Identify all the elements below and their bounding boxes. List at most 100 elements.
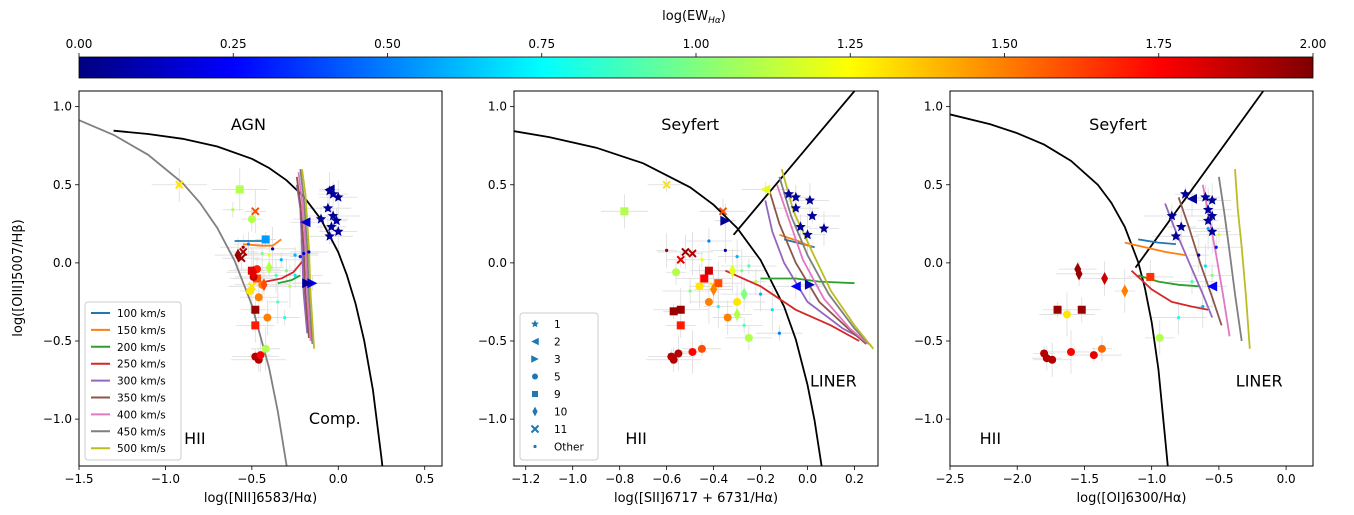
data-point [674,349,683,358]
x-tick-label: 0.2 [845,472,864,486]
data-point [777,331,781,335]
shock-model-line [1164,203,1214,318]
data-point [1075,267,1083,281]
data-point [720,215,731,226]
plot-frame [949,90,1314,467]
colorbar-tick-label: 2.00 [1300,37,1327,51]
x-tick-label: 0.0 [1277,472,1296,486]
legend-marker-types: 1 2 3 5 9 10 11 Other [519,312,599,461]
data-point [1166,210,1178,221]
data-point [1077,305,1086,314]
boundary-line [113,129,384,466]
data-point [260,251,264,256]
data-point [697,344,706,353]
data-point [733,297,742,306]
data-point [283,315,287,320]
panel-nii-bpt: −1.5 −1.0 −0.5 0.0 0.5 −1.0 −0.5 0.0 0.5 1.0 log([… [43,90,443,506]
data-point [669,355,678,364]
data-point [1048,355,1057,364]
data-point [271,247,275,251]
data-point [672,268,681,277]
data-point [620,207,629,216]
legend-line-label: 300 km/s [117,376,166,388]
colorbar: log(EWHα) 0.00 0.25 0.50 0.75 1.00 1.25 1.50 1.… [66,9,1327,79]
data-point [1202,204,1214,215]
x-tick-label: −1.5 [1070,472,1099,486]
y-tick-label: −0.5 [478,334,507,348]
shock-model-line [764,200,867,342]
x-tick-label: −0.5 [1204,472,1233,486]
y-tick-label: −0.5 [914,334,943,348]
shock-model-line [301,168,315,349]
shock-model-line [780,168,875,350]
data-point [760,184,771,195]
data-point [704,266,713,275]
data-point [315,213,327,224]
data-point [302,278,313,289]
plot-frame [513,90,879,467]
data-point [1155,333,1164,342]
data-point [1206,226,1210,231]
data-point [1121,284,1129,298]
x-axis-label: log([SII]6717 + 6731/Hα) [614,491,778,506]
colorbar-gradient [78,56,1314,79]
plot-area [79,119,384,466]
data-point [235,185,244,194]
colorbar-tick-label: 0.25 [220,37,247,51]
legend-marker-label: 1 [554,319,561,331]
legend-line-label: 150 km/s [117,325,166,337]
data-point [1101,272,1109,285]
data-point [246,287,255,295]
shock-model-line [265,259,305,283]
colorbar-tick-label: 0.75 [528,37,555,51]
data-point [324,184,335,195]
data-point [700,274,709,283]
data-point [267,253,271,257]
data-point [804,279,815,290]
legend-shock-velocities: 100 km/s 150 km/s 200 km/s 250 km/s 300 km/s… [84,301,182,461]
data-point [251,207,260,216]
x-tick-label: −0.6 [652,472,681,486]
y-tick-label: −1.0 [914,412,943,426]
data-point [324,230,335,241]
data-point [1089,351,1098,360]
colorbar-label: log(EWHα) [662,9,726,26]
y-tick-label: 0.0 [924,256,943,270]
data-point [293,253,297,257]
shock-model-line [778,176,872,347]
colorbar-tick-label: 1.50 [991,37,1018,51]
data-point [676,255,685,264]
legend-marker-swatch [530,424,540,434]
shock-model-line [299,168,314,345]
x-tick-label: −0.8 [605,472,634,486]
data-point [733,307,741,321]
x-tick-label: −1.0 [151,472,180,486]
region-label: Seyfert [1089,115,1147,134]
y-tick-label: −0.5 [43,334,72,348]
data-point [758,292,763,296]
shock-model-line [776,184,870,345]
data-point [723,248,727,252]
data-point [261,344,270,353]
data-point [1206,194,1218,205]
x-tick-label: 0.5 [415,472,434,486]
colorbar-tick-label: 0.00 [66,37,93,51]
colorbar-tick-label: 1.00 [683,37,710,51]
x-tick-label: 0.0 [798,472,817,486]
data-point [250,265,258,279]
data-point [265,261,273,275]
data-point [710,282,718,296]
data-point [704,297,713,306]
data-point [1206,226,1218,237]
data-point [1206,210,1218,221]
data-point [274,273,278,277]
data-point [251,305,260,314]
legend-line-label: 500 km/s [117,443,166,455]
plot-frame [78,90,443,467]
data-point [231,208,235,212]
data-point [1210,273,1214,277]
x-tick-label: −2.5 [935,472,964,486]
data-point [331,215,342,226]
shock-model-line [760,277,855,285]
